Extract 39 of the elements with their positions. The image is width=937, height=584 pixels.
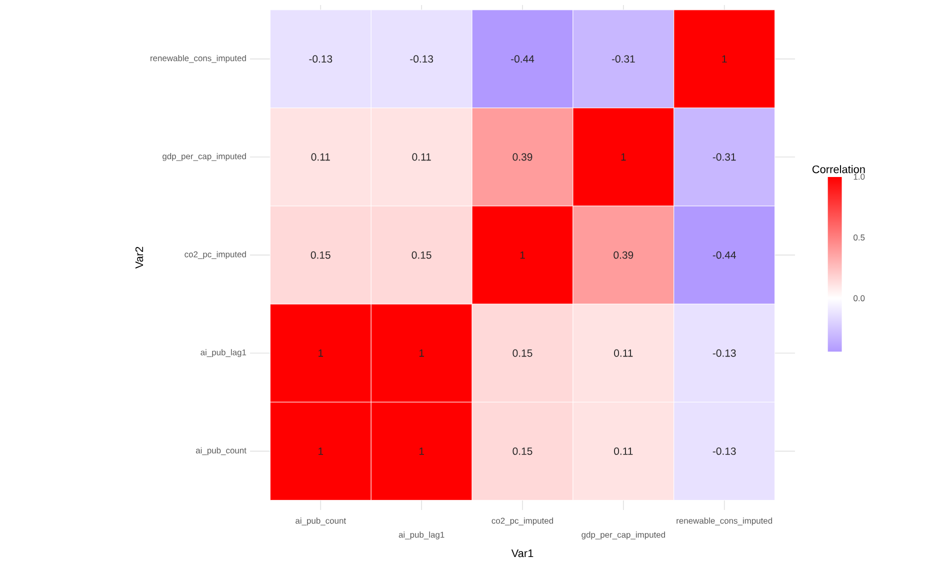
y-axis-title: Var2 (135, 246, 144, 269)
y-tick-label: co2_pc_imputed (184, 251, 246, 259)
y-tick-label: ai_pub_count (196, 447, 246, 456)
data-label: 1 (621, 153, 626, 161)
data-label: 1 (722, 55, 727, 63)
y-tick-label: ai_pub_lag1 (200, 349, 246, 358)
data-label: 0.11 (614, 349, 633, 357)
y-tick-label: gdp_per_cap_imputed (162, 153, 246, 161)
data-label: -0.31 (712, 153, 736, 161)
data-label: 1 (318, 448, 324, 455)
data-label: 0.39 (512, 153, 532, 161)
data-label: 1 (318, 350, 324, 357)
x-tick-label: ai_pub_count (296, 518, 346, 526)
data-label: -0.31 (612, 55, 635, 63)
color-bar-label: 0.0 (854, 295, 865, 302)
data-label: -0.13 (712, 349, 736, 357)
data-label: 1 (419, 350, 424, 357)
data-label: 1 (419, 448, 424, 455)
data-label: 0.15 (512, 349, 532, 357)
data-label: 0.15 (412, 251, 432, 259)
data-label: 0.15 (310, 251, 330, 259)
x-axis-title: Var1 (511, 550, 534, 558)
x-tick-label: renewable_cons_imputed (676, 518, 772, 526)
data-label: -0.44 (712, 251, 736, 259)
data-label: -0.13 (712, 447, 736, 455)
color-bar-label: 0.5 (854, 234, 865, 240)
color-bar-label: 1.0 (854, 174, 865, 180)
data-label: 0.11 (614, 447, 633, 455)
data-label: -0.13 (309, 55, 332, 63)
data-label: -0.13 (410, 55, 434, 63)
data-label: 0.11 (412, 153, 431, 161)
x-tick-label: co2_pc_imputed (492, 518, 554, 526)
data-label: 0.11 (311, 153, 330, 161)
data-label: -0.44 (511, 55, 534, 63)
data-label: 0.15 (512, 447, 532, 455)
color-bar-title: Correlation (812, 165, 865, 174)
y-tick-label: renewable_cons_imputed (150, 54, 246, 63)
data-label: 1 (520, 251, 525, 259)
data-label: 0.39 (614, 251, 634, 259)
